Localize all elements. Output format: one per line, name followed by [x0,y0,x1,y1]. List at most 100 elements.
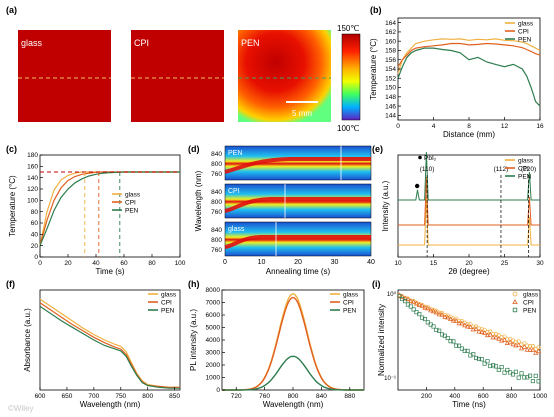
y-axis-label: Absorbance (a.u.) [23,308,32,372]
y-tick-label: 3000 [206,350,221,357]
legend-label: PEN [518,174,532,181]
trpl-point-cpi [408,298,414,304]
trpl-point-pen [482,361,487,366]
heatmap-xtick: 40 [367,259,375,266]
trpl-point-pen [411,307,416,312]
x-tick-label: 600 [478,393,489,400]
trpl-point-pen [417,312,422,317]
legend-label: glass [518,158,534,165]
pbi2-legend-marker [418,155,422,160]
y-tick-label: 164 [385,20,396,27]
trpl-point-cpi [459,320,465,326]
trpl-point-cpi [456,320,462,326]
trpl-point-cpi [433,309,439,315]
trpl-point-glass [439,310,445,316]
trpl-point-glass [454,316,459,321]
trpl-point-glass [422,304,428,309]
trpl-point-pen [445,335,450,341]
legend-label: PEN [518,37,532,44]
trpl-point-glass [465,321,470,327]
legend-label: glass [523,292,539,299]
x-axis-label: Distance (mm) [443,130,495,139]
xrd-pattern-glass [398,196,540,246]
x-tick-label: 60 [120,260,128,267]
trpl-point-cpi [422,305,428,310]
panel-f-absorbance: (f) 600 650 700 750 800 850 Wavelength (nm) Abs… [6,279,180,409]
trpl-point-pen [499,365,504,370]
trpl-point-cpi [490,334,496,340]
trpl-point-pen [488,363,493,369]
trpl-point-cpi [476,328,482,334]
trpl-point-cpi [425,305,431,311]
legend-label: PEN [523,308,537,315]
trpl-point-cpi [413,300,420,306]
x-tick-label: 4 [432,123,436,130]
panel-f-label: (f) [6,279,15,289]
heatmap-ytick: 800 [211,199,222,206]
legend-label: PEN [161,308,175,315]
y-axis-label: Temperature (°C) [369,38,378,100]
panel-a-label: (a) [6,5,17,15]
series-line-glass [397,38,541,74]
legend-label: CPI [125,200,136,207]
x-tick-label: 15 [430,260,438,267]
legend-label: glass [343,292,359,299]
y-tick-label: 120 [27,186,38,193]
trpl-point-cpi [467,324,474,329]
legend-label: CPI [523,300,534,307]
legend-label: CPI [518,29,529,36]
trpl-point-glass [468,322,473,327]
y-tick-label: 6000 [206,312,221,319]
y-tick-label: 150 [385,85,396,92]
x-tick-label: 200 [421,393,432,400]
series-line-pen [39,305,180,389]
y-tick-label: 0 [34,254,38,261]
trpl-point-pen [530,378,535,384]
trpl-point-pen [397,293,402,299]
panel-c-heating-curves: (c) 0 20 40 60 80 100 Time (s) 0 20 40 60 80 100 120 1… [6,144,186,276]
trpl-point-cpi [430,308,437,314]
trpl-point-cpi [496,335,502,341]
trpl-point-pen [425,320,430,325]
trpl-point-pen [434,327,439,332]
x-tick-label: 760 [259,393,270,400]
x-tick-label: 25 [501,260,509,267]
trpl-point-cpi [470,326,476,332]
x-tick-label: 880 [344,393,355,400]
panel-d-label: (d) [188,144,200,154]
y-tick-label: 8000 [206,287,221,294]
y-tick-label: 5000 [206,325,221,332]
legend-marker [512,291,518,297]
trpl-point-pen [454,343,459,348]
heatmap-ytick: 840 [211,227,222,234]
trpl-point-cpi [445,314,451,320]
trpl-point-pen [459,346,464,351]
y-tick-label: 148 [385,94,396,101]
y-axis-label: Intensity (a.u.) [381,180,390,231]
trpl-point-pen [451,339,456,344]
trpl-point-pen [439,332,445,337]
x-tick-label: 40 [92,260,100,267]
y-tick-label: 40 [31,232,39,239]
y-tick-label: 10⁰ [387,291,397,298]
y-tick-label: 0 [216,387,220,394]
watermark: ©Wiley [8,404,33,413]
y-tick-label: 180 [27,152,38,159]
trpl-point-pen [536,379,541,384]
trpl-point-glass [428,306,433,312]
heatmap-ytick: 760 [211,171,222,178]
panel-b-temperature-profile: (b) 0 4 8 12 16 Distance (mm) 144 146 148 150 152 1… [369,5,544,139]
trpl-point-cpi [527,347,533,352]
x-tick-label: 100 [175,260,186,267]
trpl-point-pen [505,367,510,373]
x-tick-label: 0 [38,260,42,267]
y-tick-label: 160 [27,164,38,171]
trpl-point-cpi [439,311,445,317]
y-tick-label: 4000 [206,337,221,344]
trpl-point-cpi [487,331,493,337]
y-tick-label: 156 [385,57,396,64]
trpl-point-pen [448,339,453,344]
heatmap-ytick: 800 [211,161,222,168]
thermal-label-pen: PEN [241,38,260,48]
trpl-point-glass [488,329,493,334]
